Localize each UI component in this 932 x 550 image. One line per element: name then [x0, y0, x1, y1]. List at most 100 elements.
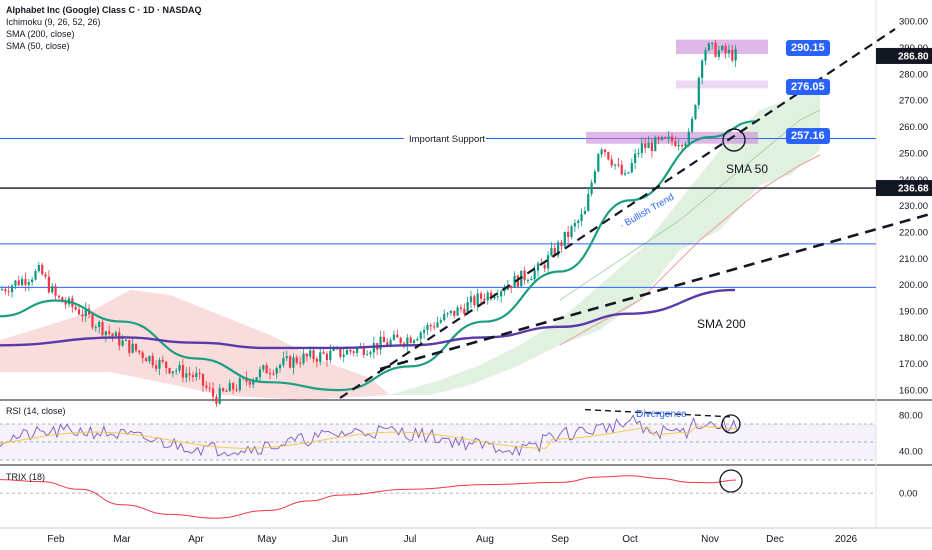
- candle-body: [560, 242, 563, 247]
- candle-body: [396, 334, 399, 338]
- candle-body: [433, 326, 436, 328]
- time-axis-label: Oct: [622, 534, 638, 545]
- price-tick-label: 200.00: [899, 280, 928, 291]
- candle-body: [634, 153, 637, 163]
- price-tick-label: 230.00: [899, 201, 928, 212]
- candle-body: [51, 286, 54, 293]
- candle-body: [198, 373, 201, 375]
- candle-body: [282, 358, 285, 365]
- candle-body: [392, 334, 396, 340]
- candle-body: [630, 162, 633, 173]
- candle-body: [191, 375, 195, 378]
- important-support-label: Important Support: [409, 134, 485, 145]
- rsi-line: [0, 414, 738, 457]
- candle-body: [573, 223, 576, 227]
- candle-body: [724, 46, 727, 53]
- candle-body: [185, 373, 188, 378]
- candle-body: [496, 296, 499, 298]
- candle-body: [500, 291, 503, 297]
- candle-body: [650, 142, 653, 152]
- candle-body: [530, 278, 533, 281]
- trix-pane-label: TRIX (18): [6, 472, 46, 482]
- level-tag: 236.68: [898, 184, 929, 195]
- time-axis-label: Sep: [551, 534, 569, 545]
- candle-body: [389, 339, 392, 346]
- candle-body: [627, 172, 630, 174]
- sma200-line: [0, 288, 736, 350]
- candle-body: [456, 307, 459, 316]
- candle-body: [74, 306, 77, 310]
- candle-body: [680, 144, 684, 147]
- candle-body: [583, 210, 586, 215]
- candle-body: [369, 352, 372, 355]
- candle-body: [315, 359, 318, 362]
- candle-body: [24, 278, 27, 285]
- candle-body: [356, 348, 359, 353]
- legend-ichimoku[interactable]: Ichimoku (9, 26, 52, 26): [6, 17, 101, 27]
- trix-tick-0: 0.00: [899, 489, 918, 500]
- candle-body: [285, 356, 288, 359]
- time-axis-label: May: [258, 534, 277, 545]
- candle-body: [453, 310, 456, 316]
- candle-body: [27, 282, 30, 285]
- candle-body: [111, 333, 114, 336]
- candle-body: [731, 49, 734, 61]
- candle-body: [707, 43, 710, 51]
- time-axis-label: Jun: [332, 534, 348, 545]
- candle-body: [17, 280, 20, 286]
- candle-body: [426, 325, 429, 331]
- candle-body: [215, 396, 218, 404]
- level-tag-bg: [876, 180, 932, 197]
- candle-body: [439, 320, 442, 323]
- candle-body: [600, 149, 603, 155]
- candle-body: [41, 265, 44, 275]
- candle-body: [121, 340, 124, 346]
- candle-body: [265, 365, 268, 374]
- price-tag-290: 290.15: [786, 40, 830, 56]
- candle-body: [14, 280, 17, 286]
- candle-body: [171, 371, 174, 374]
- candle-body: [563, 231, 566, 247]
- candle-body: [613, 164, 617, 166]
- candle-body: [118, 332, 121, 346]
- candle-body: [128, 340, 131, 353]
- candle-body: [714, 42, 717, 57]
- rsi-sma-line: [0, 426, 739, 449]
- trendline-lower: [379, 212, 932, 371]
- price-tick-label: 220.00: [899, 227, 928, 238]
- candle-body: [181, 365, 184, 378]
- candle-body: [7, 291, 10, 293]
- candle-body: [141, 352, 144, 359]
- candle-body: [687, 131, 690, 144]
- candle-body: [543, 264, 546, 269]
- candle-body: [302, 353, 305, 364]
- candle-body: [667, 136, 670, 138]
- trix-line: [0, 475, 737, 519]
- candle-body: [553, 248, 556, 256]
- zone-276: [676, 80, 768, 89]
- price-tag-257: 257.16: [786, 128, 830, 144]
- price-tick-label: 250.00: [899, 148, 928, 159]
- candle-body: [329, 350, 332, 361]
- highlight-circle-price: [722, 128, 746, 152]
- candle-body: [165, 361, 168, 369]
- candle-body: [490, 292, 493, 299]
- time-axis-label: Aug: [476, 534, 494, 545]
- candle-body: [637, 152, 640, 154]
- candle-body: [54, 286, 57, 296]
- candle-body: [94, 327, 97, 329]
- candle-body: [349, 349, 352, 352]
- candle-body: [61, 297, 64, 303]
- candle-body: [436, 322, 439, 328]
- candle-body: [312, 350, 315, 360]
- legend-sma200[interactable]: SMA (200, close): [6, 29, 75, 39]
- candle-body: [607, 152, 610, 160]
- candle-body: [526, 280, 530, 282]
- candle-body: [114, 332, 117, 336]
- legend-sma50[interactable]: SMA (50, close): [6, 41, 70, 51]
- candle-body: [557, 242, 560, 256]
- candle-body: [570, 226, 573, 237]
- candle-body: [10, 285, 14, 293]
- candle-body: [0, 289, 4, 291]
